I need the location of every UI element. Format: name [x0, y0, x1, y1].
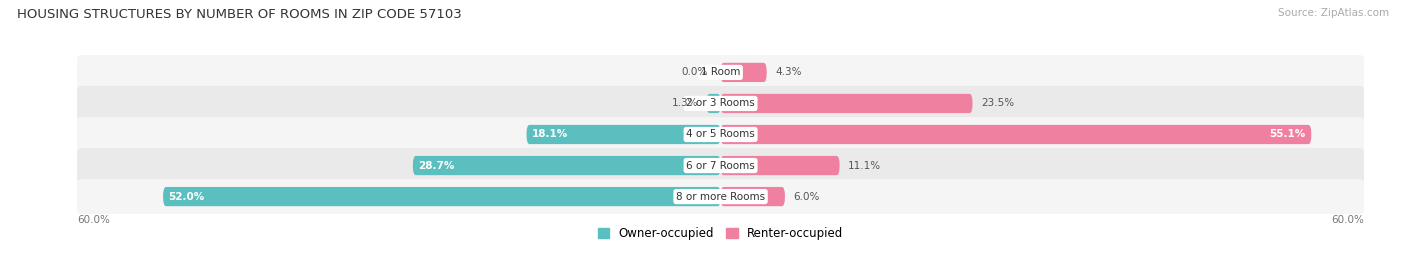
FancyBboxPatch shape [721, 187, 785, 206]
Text: 23.5%: 23.5% [981, 98, 1014, 108]
Text: 2 or 3 Rooms: 2 or 3 Rooms [686, 98, 755, 108]
Text: 4 or 5 Rooms: 4 or 5 Rooms [686, 129, 755, 140]
Text: 1 Room: 1 Room [700, 68, 741, 77]
Text: 0.0%: 0.0% [682, 68, 707, 77]
Text: 60.0%: 60.0% [77, 215, 110, 225]
Text: 11.1%: 11.1% [848, 161, 882, 171]
FancyBboxPatch shape [76, 117, 1365, 152]
FancyBboxPatch shape [76, 86, 1365, 121]
Text: 6 or 7 Rooms: 6 or 7 Rooms [686, 161, 755, 171]
Legend: Owner-occupied, Renter-occupied: Owner-occupied, Renter-occupied [593, 222, 848, 245]
FancyBboxPatch shape [721, 63, 766, 82]
FancyBboxPatch shape [413, 156, 721, 175]
Text: 6.0%: 6.0% [793, 192, 820, 201]
FancyBboxPatch shape [721, 125, 1312, 144]
FancyBboxPatch shape [526, 125, 721, 144]
Text: 52.0%: 52.0% [169, 192, 205, 201]
Text: 4.3%: 4.3% [775, 68, 801, 77]
FancyBboxPatch shape [76, 179, 1365, 214]
Text: 1.3%: 1.3% [672, 98, 697, 108]
Text: HOUSING STRUCTURES BY NUMBER OF ROOMS IN ZIP CODE 57103: HOUSING STRUCTURES BY NUMBER OF ROOMS IN… [17, 8, 461, 21]
FancyBboxPatch shape [76, 148, 1365, 183]
FancyBboxPatch shape [721, 94, 973, 113]
FancyBboxPatch shape [721, 156, 839, 175]
Text: 18.1%: 18.1% [531, 129, 568, 140]
FancyBboxPatch shape [76, 55, 1365, 90]
Text: 60.0%: 60.0% [1331, 215, 1364, 225]
FancyBboxPatch shape [163, 187, 721, 206]
FancyBboxPatch shape [707, 94, 721, 113]
Text: 55.1%: 55.1% [1270, 129, 1306, 140]
Text: Source: ZipAtlas.com: Source: ZipAtlas.com [1278, 8, 1389, 18]
Text: 28.7%: 28.7% [418, 161, 454, 171]
Text: 8 or more Rooms: 8 or more Rooms [676, 192, 765, 201]
